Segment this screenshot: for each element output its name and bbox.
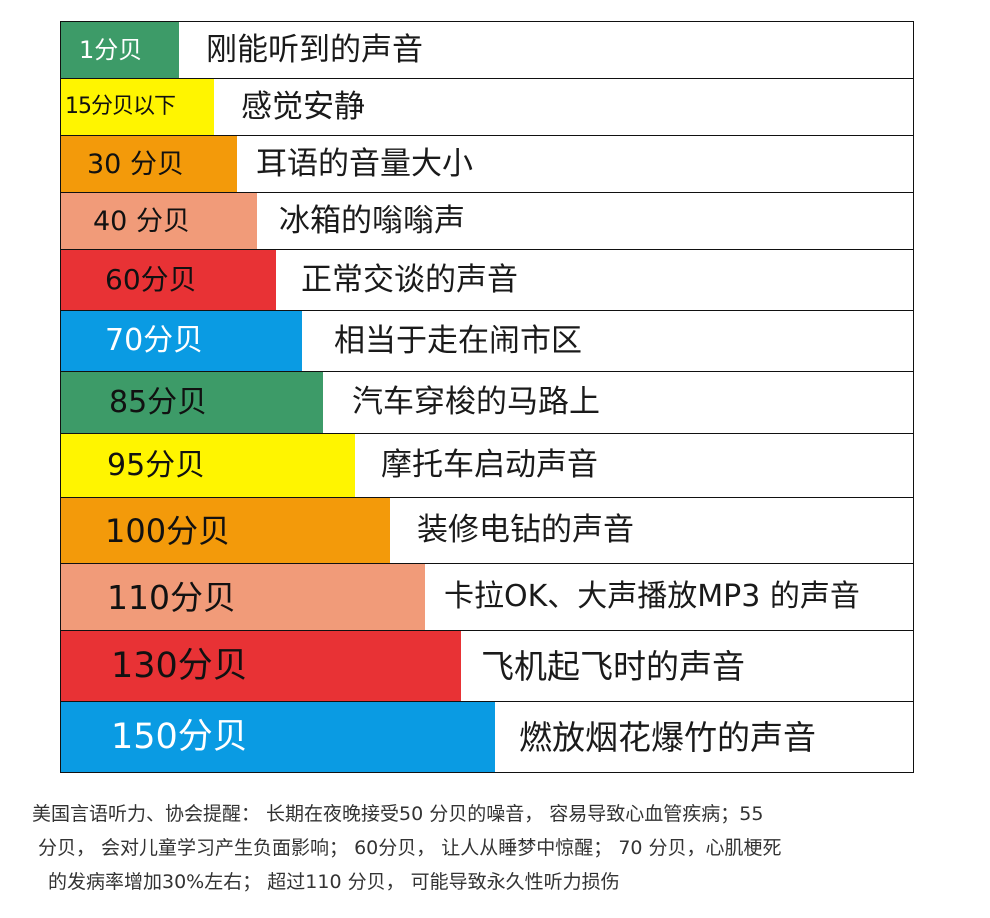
level-bar: 95分贝 <box>61 434 355 497</box>
level-label: 15分贝以下 <box>65 94 176 119</box>
note-line-1: 美国言语听力、协会提醒： 长期在夜晚接受50 分贝的噪音， 容易导致心血管疾病；… <box>32 803 764 825</box>
level-label: 95分贝 <box>107 447 206 483</box>
description: 飞机起飞时的声音 <box>481 646 745 686</box>
level-label: 150分贝 <box>111 716 248 757</box>
table-row: 60分贝 正常交谈的声音 <box>61 250 913 311</box>
level-bar: 40 分贝 <box>61 193 257 249</box>
level-bar: 70分贝 <box>61 311 302 371</box>
description: 摩托车启动声音 <box>381 447 598 483</box>
table-row: 40 分贝 冰箱的嗡嗡声 <box>61 193 913 250</box>
table-row: 110分贝 卡拉OK、大声播放MP3 的声音 <box>61 564 913 631</box>
table-row: 100分贝 装修电钻的声音 <box>61 498 913 564</box>
table-row: 1分贝 刚能听到的声音 <box>61 22 913 79</box>
level-label: 85分贝 <box>109 384 208 420</box>
level-label: 130分贝 <box>111 645 248 686</box>
description: 冰箱的嗡嗡声 <box>279 202 465 239</box>
table-row: 130分贝 飞机起飞时的声音 <box>61 631 913 702</box>
description: 相当于走在闹市区 <box>334 322 582 359</box>
level-label: 40 分贝 <box>93 205 190 237</box>
level-bar: 85分贝 <box>61 372 323 433</box>
table-row: 15分贝以下 感觉安静 <box>61 79 913 136</box>
level-label: 1分贝 <box>79 36 143 64</box>
description: 耳语的音量大小 <box>256 145 473 182</box>
description: 感觉安静 <box>241 88 365 125</box>
level-bar: 60分贝 <box>61 250 276 310</box>
level-label: 100分贝 <box>105 511 231 550</box>
table-row: 150分贝 燃放烟花爆竹的声音 <box>61 702 913 772</box>
description: 汽车穿梭的马路上 <box>352 384 600 420</box>
level-bar: 1分贝 <box>61 22 179 78</box>
table-row: 30 分贝 耳语的音量大小 <box>61 136 913 193</box>
table-row: 70分贝 相当于走在闹市区 <box>61 311 913 372</box>
level-label: 30 分贝 <box>87 148 184 180</box>
level-label: 60分贝 <box>105 263 197 296</box>
level-bar: 110分贝 <box>61 564 425 630</box>
table-row: 95分贝 摩托车启动声音 <box>61 434 913 498</box>
note-line-3: 的发病率增加30%左右； 超过110 分贝， 可能导致永久性听力损伤 <box>48 871 620 893</box>
health-warning-note: 美国言语听力、协会提醒： 长期在夜晚接受50 分贝的噪音， 容易导致心血管疾病；… <box>20 797 970 899</box>
level-bar: 150分贝 <box>61 702 495 772</box>
note-line-2: 分贝， 会对儿童学习产生负面影响； 60分贝， 让人从睡梦中惊醒； 70 分贝，… <box>38 837 782 859</box>
table-row: 85分贝 汽车穿梭的马路上 <box>61 372 913 434</box>
level-bar: 100分贝 <box>61 498 390 563</box>
level-label: 110分贝 <box>107 577 236 617</box>
level-bar: 15分贝以下 <box>61 79 214 135</box>
level-label: 70分贝 <box>105 323 204 358</box>
description: 正常交谈的声音 <box>301 261 518 298</box>
noise-level-table: 1分贝 刚能听到的声音 15分贝以下 感觉安静 30 分贝 耳语的音量大小 40… <box>60 21 914 773</box>
description: 刚能听到的声音 <box>206 31 423 68</box>
description: 装修电钻的声音 <box>417 512 634 548</box>
level-bar: 30 分贝 <box>61 136 237 192</box>
level-bar: 130分贝 <box>61 631 461 701</box>
description: 燃放烟花爆竹的声音 <box>519 717 816 757</box>
description: 卡拉OK、大声播放MP3 的声音 <box>444 579 860 614</box>
